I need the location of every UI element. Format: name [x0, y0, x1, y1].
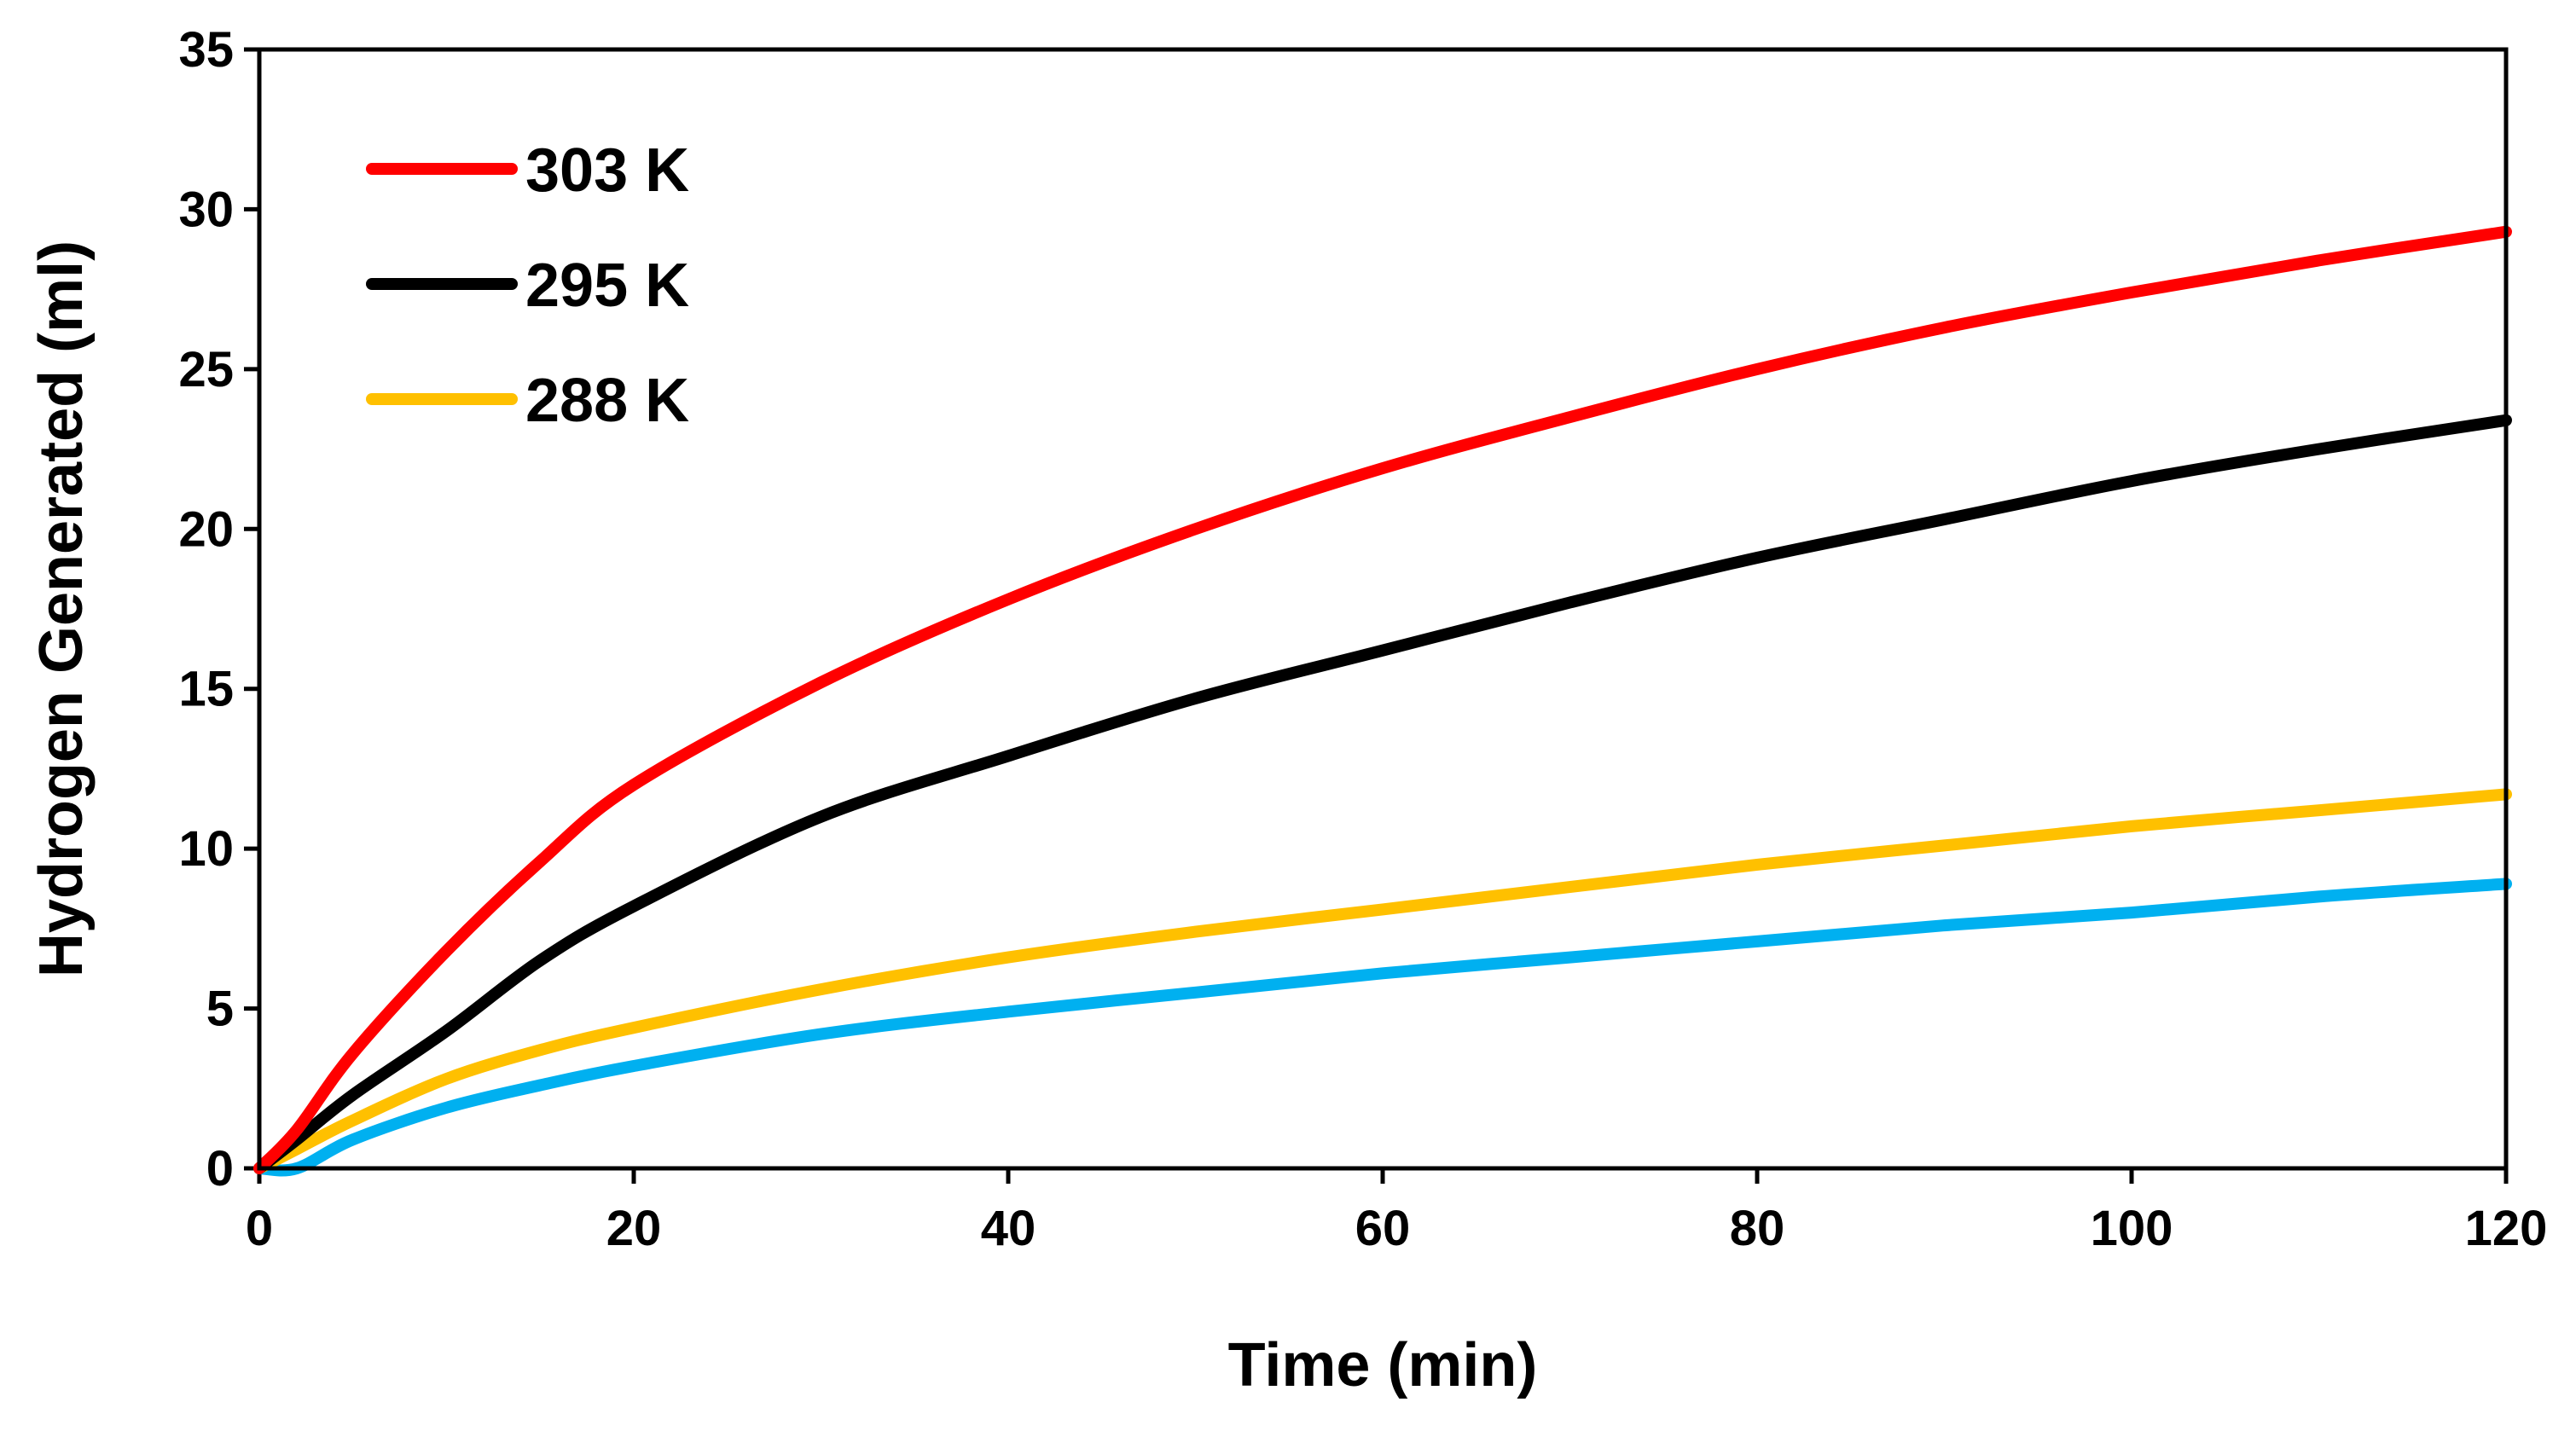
series-line-unlabeled: [253, 878, 2512, 1177]
y-tick-label: 30: [178, 182, 234, 237]
legend-label-288-k: 288 K: [525, 367, 689, 435]
plot-area-frame: [257, 47, 2509, 1171]
x-tick-label: 40: [981, 1201, 1036, 1256]
y-tick-label: 5: [206, 982, 234, 1037]
legend-label-295-k: 295 K: [525, 252, 689, 320]
x-tick-label: 60: [1355, 1201, 1411, 1256]
series-lines: [253, 225, 2512, 1177]
x-tick-label: 20: [606, 1201, 662, 1256]
legend-label-303-k: 303 K: [525, 136, 689, 205]
y-axis-title: Hydrogen Generated (ml): [27, 240, 96, 977]
x-axis-title: Time (min): [1228, 1331, 1538, 1399]
y-tick-label: 15: [178, 662, 234, 717]
y-tick-label: 25: [178, 342, 234, 397]
y-tick-label: 20: [178, 501, 234, 557]
series-line-295-k: [253, 414, 2512, 1174]
legend: 303 K 295 K 288 K: [366, 136, 689, 435]
x-tick-label: 120: [2465, 1201, 2548, 1256]
y-axis-ticks: 0 5 10 15 20 25 30 35: [178, 22, 259, 1196]
series-line-288-k: [253, 788, 2512, 1174]
y-tick-label: 10: [178, 821, 234, 877]
series-line-303-k: [253, 225, 2512, 1174]
x-tick-label: 100: [2091, 1201, 2173, 1256]
y-tick-label: 35: [178, 22, 234, 78]
x-tick-label: 80: [1730, 1201, 1785, 1256]
y-tick-label: 0: [206, 1141, 234, 1196]
x-tick-label: 0: [246, 1201, 273, 1256]
x-axis-ticks: 0 20 40 60 80 100 120: [246, 1168, 2548, 1256]
